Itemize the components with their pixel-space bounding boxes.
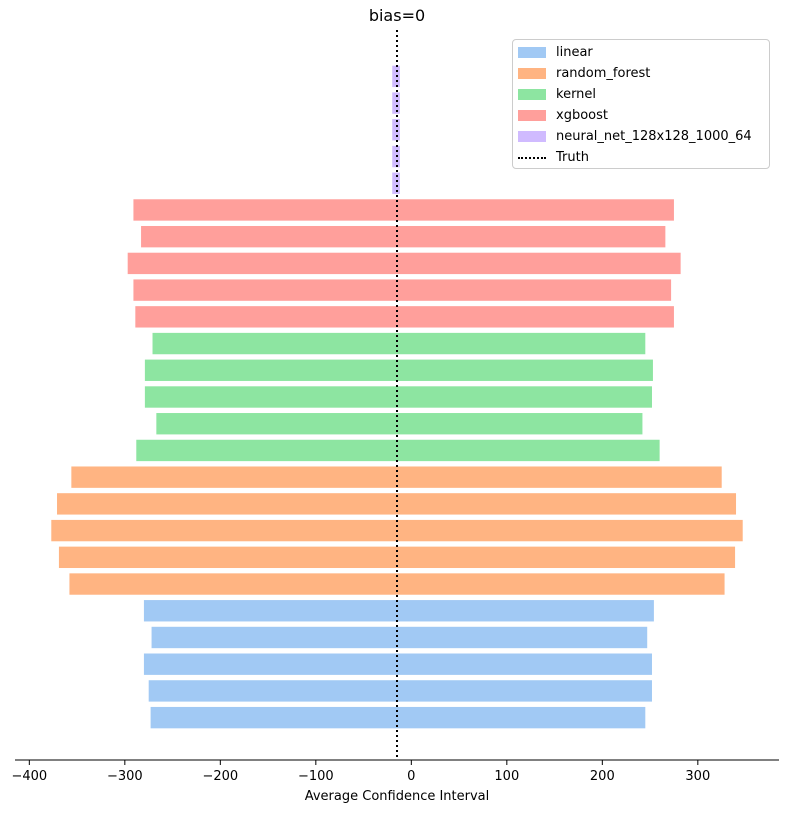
- legend-item-truth: Truth: [513, 147, 769, 168]
- bar-random_forest-0: [69, 573, 725, 595]
- x-axis-label: Average Confidence Interval: [304, 789, 490, 804]
- bar-neural_net_128x128_1000_64-0: [392, 172, 400, 194]
- legend-label: random_forest: [556, 66, 651, 81]
- bar-xgboost-4: [133, 199, 674, 221]
- x-tick-label: −100: [298, 769, 334, 784]
- legend-label: xgboost: [556, 108, 608, 123]
- bar-linear-4: [143, 600, 654, 622]
- bar-neural_net_128x128_1000_64-3: [392, 92, 400, 114]
- x-tick-label: 300: [685, 769, 710, 784]
- legend-item-xgboost: xgboost: [513, 105, 769, 126]
- legend-label: Truth: [556, 150, 589, 165]
- bar-linear-1: [148, 680, 652, 702]
- bar-linear-3: [151, 626, 648, 649]
- bar-xgboost-0: [135, 306, 674, 328]
- bar-linear-0: [150, 706, 646, 729]
- x-tick-label: −300: [107, 769, 143, 784]
- legend-label: kernel: [556, 87, 597, 102]
- bar-kernel-4: [152, 332, 646, 355]
- x-tick-label: 200: [590, 769, 615, 784]
- legend-item-random_forest: random_forest: [513, 63, 769, 84]
- legend-swatch: [518, 131, 546, 142]
- legend-label: neural_net_128x128_1000_64: [556, 129, 752, 144]
- bar-kernel-2: [144, 386, 652, 408]
- legend-label: linear: [556, 45, 593, 60]
- x-tick-label: −200: [202, 769, 238, 784]
- bar-random_forest-1: [58, 546, 736, 569]
- legend-item-neural_net_128x128_1000_64: neural_net_128x128_1000_64: [513, 126, 769, 147]
- legend-swatch: [518, 89, 546, 100]
- bar-kernel-1: [156, 413, 643, 435]
- legend-item-linear: linear: [513, 42, 769, 63]
- bar-random_forest-4: [71, 466, 722, 488]
- x-tick-label: 100: [494, 769, 519, 784]
- bar-xgboost-3: [141, 225, 666, 248]
- bar-neural_net_128x128_1000_64-2: [392, 119, 400, 141]
- bar-xgboost-1: [133, 279, 672, 301]
- legend-truth-line: [518, 156, 546, 159]
- legend-swatch: [518, 47, 546, 58]
- bar-xgboost-2: [127, 252, 681, 275]
- x-tick-label: 0: [407, 769, 415, 784]
- legend-swatch: [518, 68, 546, 79]
- bar-linear-2: [143, 653, 652, 675]
- bar-random_forest-3: [57, 493, 737, 515]
- chart-title: bias=0: [368, 6, 426, 25]
- x-tick-label: −400: [11, 769, 47, 784]
- legend-swatch: [518, 110, 546, 121]
- legend-item-kernel: kernel: [513, 84, 769, 105]
- bar-kernel-3: [144, 359, 653, 381]
